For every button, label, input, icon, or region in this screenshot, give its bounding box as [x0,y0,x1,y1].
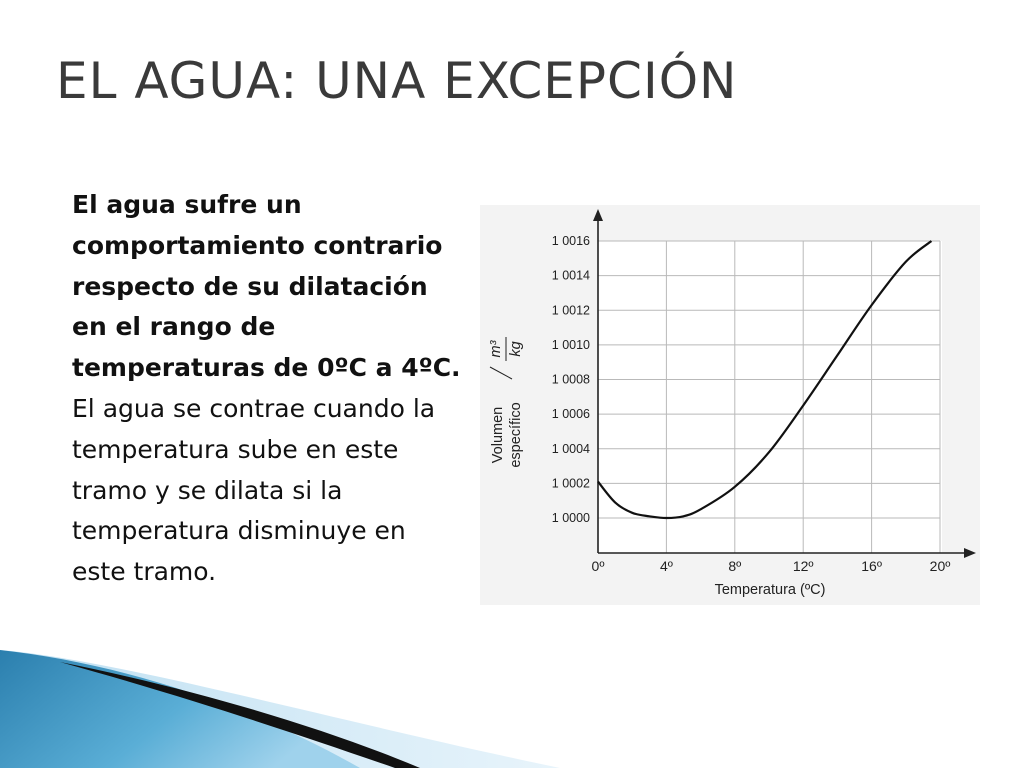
y-tick-label: 1 0004 [552,442,590,456]
x-tick-label: 12º [793,558,814,574]
slide-body-text: El agua sufre un comportamiento contrari… [72,185,467,593]
slide-title: EL AGUA: UNA EXCEPCIÓN [56,52,738,110]
x-tick-label: 16º [861,558,882,574]
series-group [597,240,933,520]
y-tick-label: 1 0012 [552,303,590,317]
chart-svg: 1 0000 1 0002 1 0004 1 0006 1 0008 1 0010 1 00… [480,205,980,605]
axes [593,209,976,558]
x-axis-title: Temperatura (ºC) [715,582,826,598]
x-tick-label: 8º [728,558,741,574]
y-tick-label: 1 0008 [552,373,590,387]
water-volume-chart: 1 0000 1 0002 1 0004 1 0006 1 0008 1 0010 1 00… [480,205,980,605]
y-tick-label: 1 0014 [552,269,590,283]
x-tick-label: 0º [592,558,605,574]
x-tick-labels: 0º 4º 8º 12º 16º 20º [592,558,951,574]
x-axis-arrow-icon [964,548,976,558]
y-axis-title: Volumen específico m³ kg [488,337,524,468]
series-line [597,240,933,520]
y-tick-label: 1 0016 [552,234,590,248]
swoosh-blue-band [0,650,360,768]
y-tick-label: 1 0000 [552,511,590,525]
y-axis-unit-numerator: m³ [488,339,504,357]
y-tick-label: 1 0010 [552,338,590,352]
y-axis-unit-denominator: kg [508,341,524,356]
swoosh-black-stroke [60,662,420,768]
y-tick-label: 1 0006 [552,407,590,421]
y-axis-unit-slash [489,366,513,380]
body-text-bold: El agua sufre un comportamiento contrari… [72,190,461,383]
y-tick-labels: 1 0000 1 0002 1 0004 1 0006 1 0008 1 0010 1 00… [552,234,590,525]
body-text-regular: El agua se contrae cuando la temperatura… [72,393,436,587]
y-axis-title-line2: específico [508,402,524,467]
y-axis-title-line1: Volumen [490,407,506,463]
x-tick-label: 20º [930,558,951,574]
y-axis-arrow-icon [593,209,603,221]
plot-area [598,241,942,553]
x-tick-label: 4º [660,558,673,574]
grid-lines [597,240,941,553]
y-tick-label: 1 0002 [552,476,590,490]
